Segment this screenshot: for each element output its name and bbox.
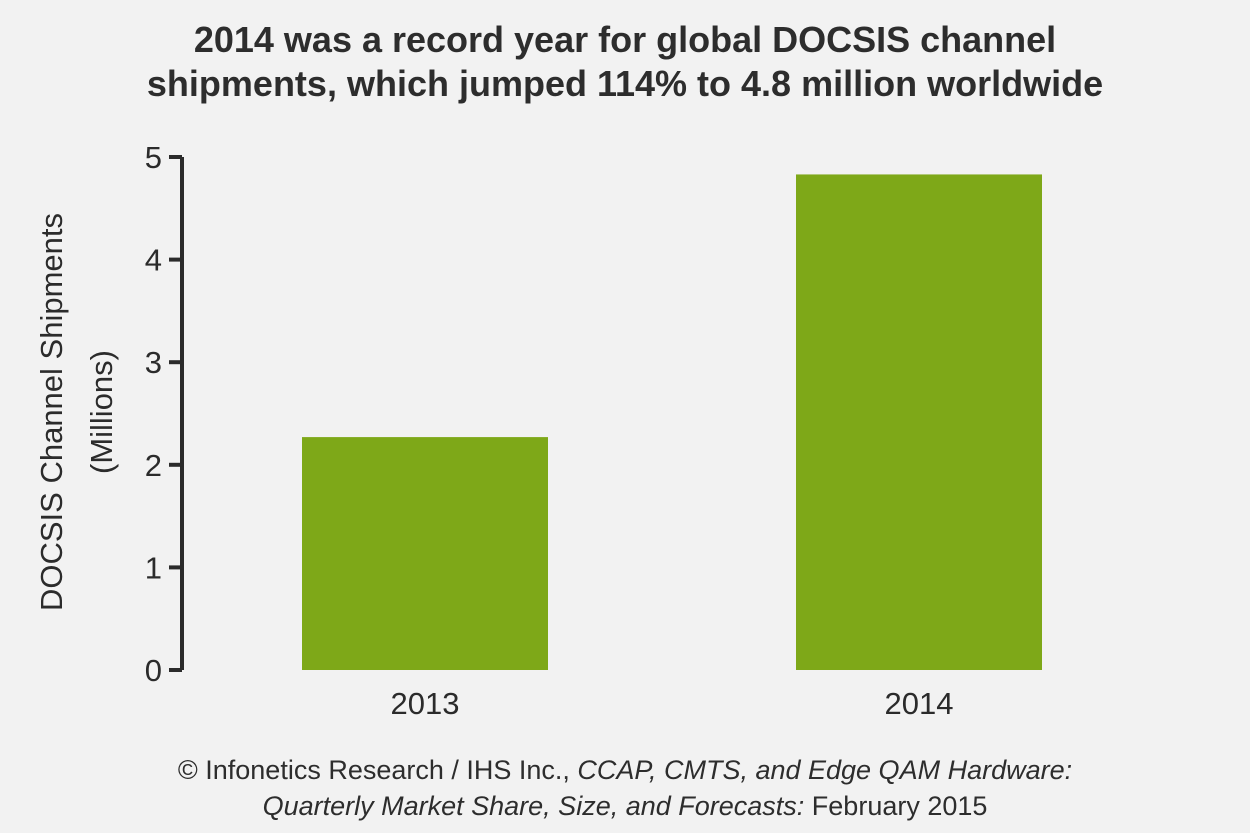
x-tick-label-2014: 2014: [885, 686, 954, 721]
source-note-line-1: © Infonetics Research / IHS Inc., CCAP, …: [0, 752, 1250, 788]
y-axis-title: DOCSIS Channel Shipments (Millions): [34, 213, 119, 611]
source-note-line-2-plain: February 2015: [804, 791, 988, 821]
chart-title-line-1: 2014 was a record year for global DOCSIS…: [193, 19, 1057, 60]
y-tick-label-5: 5: [145, 140, 162, 175]
y-axis-title-line-1: DOCSIS Channel Shipments: [34, 213, 69, 611]
bars: [302, 174, 1042, 670]
y-tick-label-1: 1: [145, 550, 162, 585]
y-tick-label-0: 0: [145, 653, 162, 688]
source-note-line-2-italic: Quarterly Market Share, Size, and Foreca…: [262, 791, 805, 821]
y-axis-title-line-2: (Millions): [84, 350, 119, 474]
y-tick-label-3: 3: [145, 345, 162, 380]
source-note-line-1-italic: CCAP, CMTS, and Edge QAM Hardware:: [577, 755, 1073, 785]
y-tick-label-4: 4: [145, 243, 162, 278]
x-axis: 2013 2014: [391, 686, 954, 721]
y-tick-label-2: 2: [145, 448, 162, 483]
source-note: © Infonetics Research / IHS Inc., CCAP, …: [0, 752, 1250, 824]
bar-2013: [302, 437, 548, 670]
chart-title-line-2: shipments, which jumped 114% to 4.8 mill…: [146, 63, 1104, 104]
chart-title: 2014 was a record year for global DOCSIS…: [0, 18, 1250, 106]
y-axis: 0 1 2 3 4 5: [145, 140, 184, 688]
source-note-line-1-plain: © Infonetics Research / IHS Inc.,: [177, 755, 578, 785]
bar-2014: [796, 174, 1042, 670]
source-note-line-2: Quarterly Market Share, Size, and Foreca…: [0, 788, 1250, 824]
x-tick-label-2013: 2013: [391, 686, 460, 721]
